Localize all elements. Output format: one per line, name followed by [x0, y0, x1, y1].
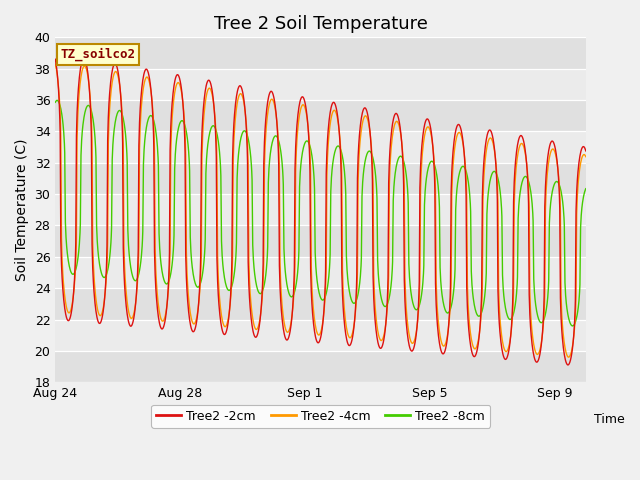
- Y-axis label: Soil Temperature (C): Soil Temperature (C): [15, 139, 29, 281]
- Title: Tree 2 Soil Temperature: Tree 2 Soil Temperature: [214, 15, 428, 33]
- Legend: Tree2 -2cm, Tree2 -4cm, Tree2 -8cm: Tree2 -2cm, Tree2 -4cm, Tree2 -8cm: [151, 405, 490, 428]
- Bar: [55, 132, 586, 163]
- Bar: [55, 288, 586, 320]
- Bar: [55, 100, 586, 132]
- Bar: [55, 226, 586, 257]
- Bar: [55, 163, 586, 194]
- Bar: [55, 69, 586, 100]
- Bar: [55, 257, 586, 288]
- Bar: [55, 351, 586, 382]
- Text: Time: Time: [595, 413, 625, 426]
- Bar: [55, 37, 586, 69]
- Bar: [55, 194, 586, 226]
- Bar: [55, 320, 586, 351]
- Text: TZ_soilco2: TZ_soilco2: [61, 48, 136, 61]
